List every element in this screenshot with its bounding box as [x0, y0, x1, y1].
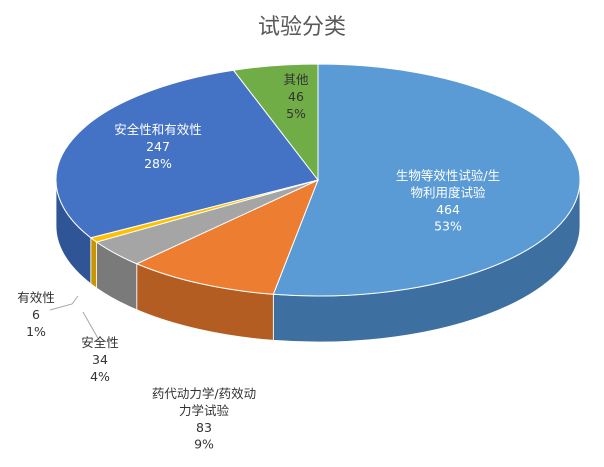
- data-label-category: 安全性和有效性: [114, 122, 202, 137]
- pie-slice-side: [90, 236, 97, 289]
- data-label-percent: 28%: [144, 156, 172, 171]
- pie-label-layer: 生物等效性试验/生物利用度试验 464 53% 药代动力学/药效动力学试验 83 9% 安全…: [17, 72, 500, 452]
- data-label-value: 464: [436, 202, 460, 217]
- data-label-category: 力学试验: [179, 403, 230, 418]
- pie-slice: [232, 63, 319, 182]
- data-label-value: 6: [32, 307, 40, 322]
- data-label-value: 247: [146, 139, 170, 154]
- data-label-percent: 5%: [286, 106, 306, 121]
- pie-slice: [272, 63, 581, 297]
- data-label-percent: 53%: [434, 219, 462, 234]
- data-label-category: 其他: [283, 72, 309, 87]
- leader-line: [49, 295, 79, 311]
- data-label-value: 34: [92, 352, 108, 367]
- data-label: 安全性和有效性 247 28%: [114, 122, 202, 171]
- pie-slice: [135, 179, 319, 295]
- data-label: 安全性 34 4%: [81, 335, 119, 384]
- data-label-category: 安全性: [81, 335, 119, 350]
- pie-slice: [55, 69, 319, 239]
- data-label-percent: 9%: [194, 437, 214, 452]
- data-label-value: 83: [196, 420, 212, 435]
- data-label: 生物等效性试验/生物利用度试验 464 53%: [396, 168, 500, 234]
- data-label-value: 46: [288, 89, 304, 104]
- data-label: 其他 46 5%: [283, 72, 309, 121]
- pie-side-layer: [55, 179, 581, 343]
- leader-line: [82, 311, 101, 343]
- pie-top-layer: [55, 63, 581, 297]
- data-label: 有效性 6 1%: [17, 290, 55, 339]
- data-label-percent: 1%: [26, 324, 46, 339]
- data-label-category: 药代动力学/药效动: [152, 386, 256, 401]
- data-label-percent: 4%: [90, 369, 110, 384]
- data-label-category: 物利用度试验: [410, 185, 486, 200]
- chart-title: 试验分类: [258, 15, 346, 40]
- data-label-category: 有效性: [17, 290, 55, 305]
- data-label-category: 生物等效性试验/生: [396, 168, 500, 183]
- data-label: 药代动力学/药效动力学试验 83 9%: [152, 386, 256, 452]
